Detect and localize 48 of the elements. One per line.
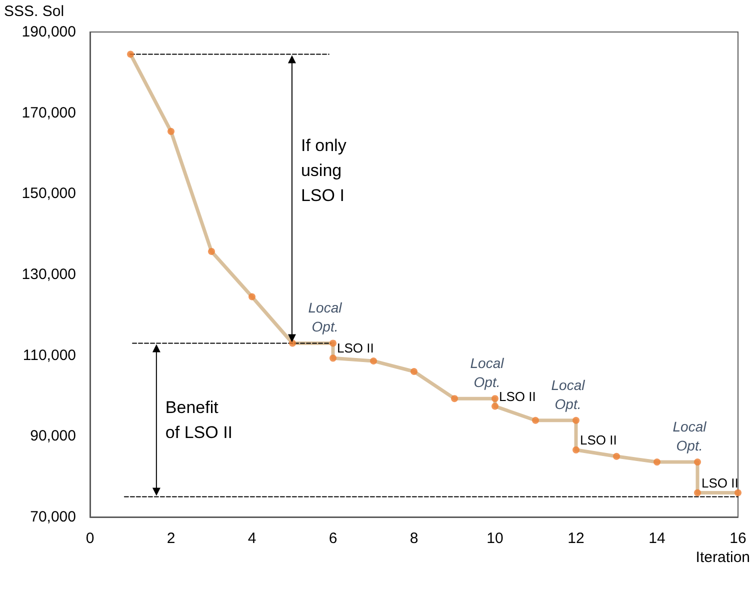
point	[492, 402, 498, 410]
y-tick-label: 150,000	[22, 185, 76, 202]
point	[694, 489, 701, 496]
x-tick-label: 8	[410, 530, 418, 547]
annotation: LSO II	[499, 388, 536, 404]
point	[572, 446, 580, 454]
point	[168, 128, 174, 135]
x-tick-label: 16	[730, 530, 746, 547]
y-tick-label: 170,000	[22, 104, 76, 122]
point	[532, 416, 539, 424]
y-tick-label: 190,000	[22, 24, 76, 40]
x-tick-label: 2	[166, 530, 176, 547]
point	[572, 416, 580, 424]
point	[654, 458, 660, 466]
point	[289, 340, 296, 347]
y-tick-label: 110,000	[22, 346, 76, 364]
y-tick-label: 70,000	[30, 508, 76, 526]
point	[127, 50, 134, 58]
x-axis-title: Iteration	[696, 549, 750, 566]
point	[330, 340, 336, 347]
annotation: If only using LSO I	[300, 136, 347, 206]
point	[208, 248, 215, 255]
annotation: LSO II	[337, 340, 374, 356]
annotation: Local Opt.	[470, 355, 505, 390]
y-axis-title: SSS. Sol	[4, 3, 64, 20]
x-tick-label: 10	[486, 530, 504, 547]
x-tick-label: 4	[248, 530, 256, 547]
point	[248, 293, 256, 300]
y-tick-label: 90,000	[30, 428, 76, 445]
x-tick-label: 0	[86, 530, 94, 547]
x-tick-label: 14	[648, 530, 666, 547]
x-tick-label: 6	[328, 530, 338, 547]
point	[694, 458, 701, 466]
annotation: Local Opt.	[551, 376, 586, 412]
point	[410, 368, 418, 375]
point	[492, 395, 498, 402]
annotation: Benefit of LSO II	[165, 398, 233, 442]
point	[370, 357, 377, 364]
x-tick-label: 12	[568, 530, 584, 547]
annotation: LSO II	[702, 475, 738, 490]
point	[734, 489, 742, 496]
annotation: LSO II	[580, 432, 617, 448]
point	[451, 395, 458, 402]
annotation: Local Opt.	[672, 418, 708, 454]
point	[613, 452, 620, 460]
y-tick-label: 130,000	[22, 266, 76, 283]
point	[330, 354, 336, 362]
annotation: Local Opt.	[308, 300, 343, 335]
